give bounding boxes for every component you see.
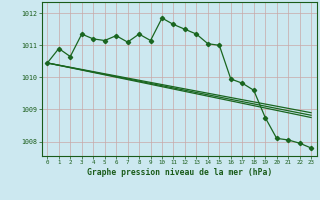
X-axis label: Graphe pression niveau de la mer (hPa): Graphe pression niveau de la mer (hPa)	[87, 168, 272, 177]
